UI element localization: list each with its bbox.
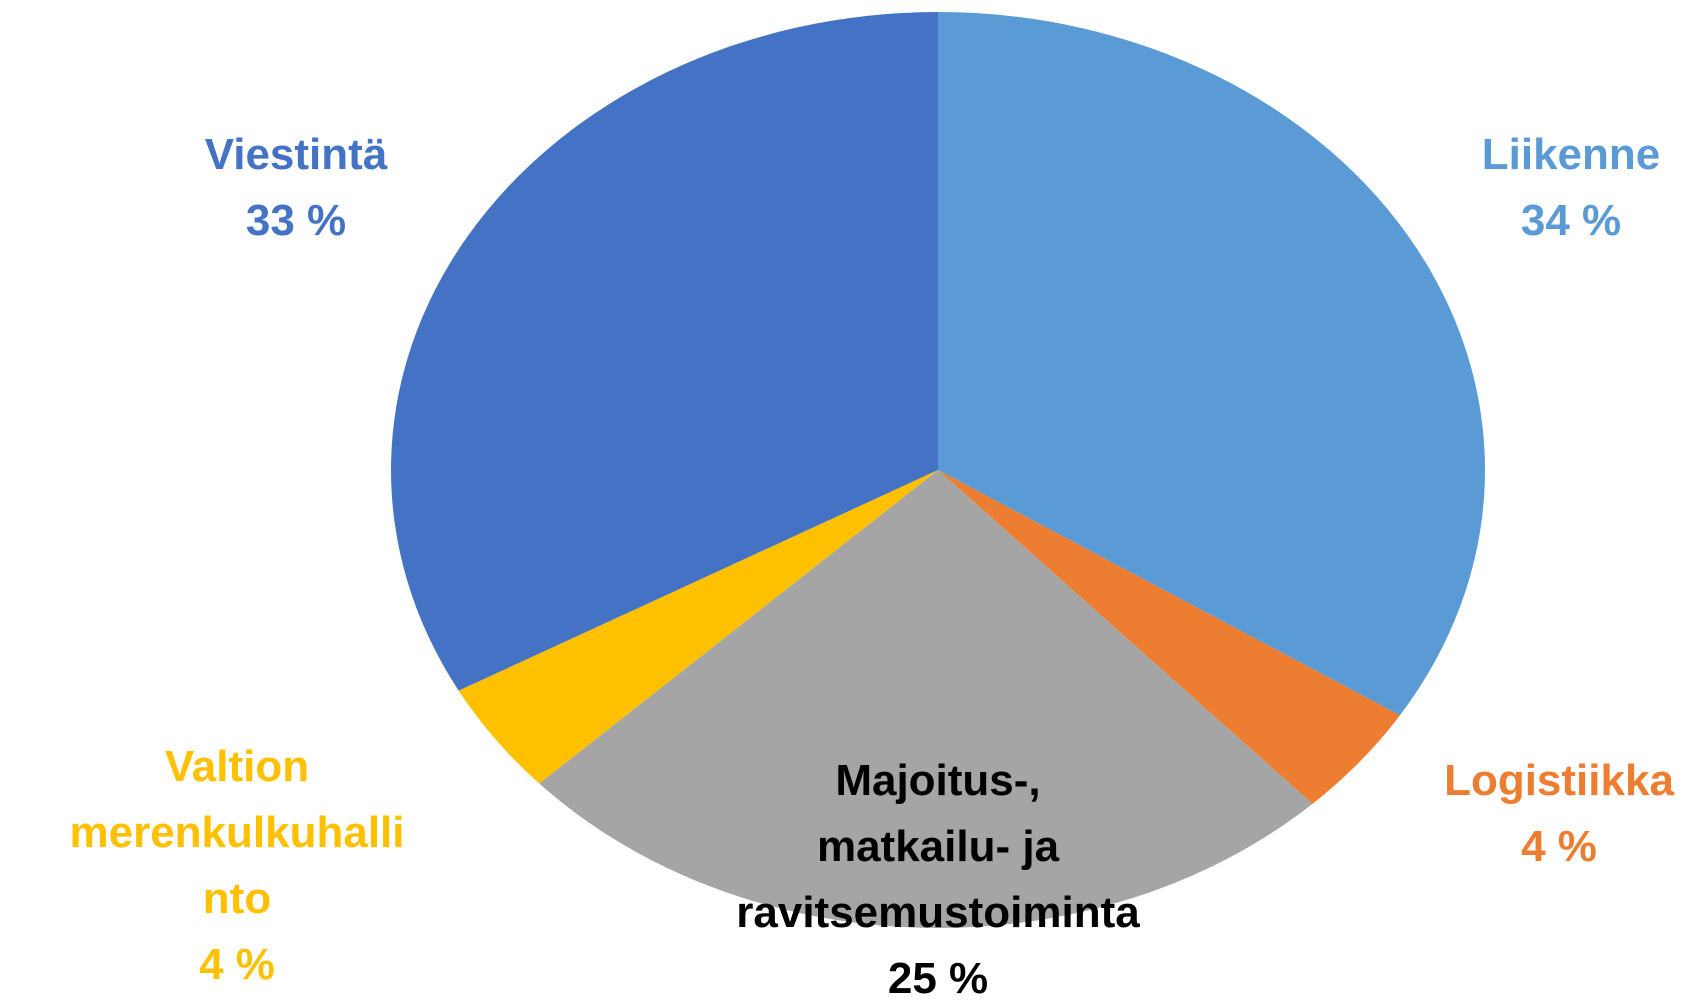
data-label: Logistiikka 4 % <box>1359 748 1704 880</box>
value-label: 33 % <box>245 196 347 245</box>
pie-slice <box>938 12 1485 716</box>
category-label: Liikenne <box>1481 130 1661 179</box>
category-label: Valtion merenkulkuhallinto <box>69 742 405 923</box>
value-label: 34 % <box>1520 196 1622 245</box>
data-label: Viestintä 33 % <box>96 122 496 254</box>
pie-slice <box>390 12 939 691</box>
value-label: 4 % <box>199 940 275 989</box>
pie-slice <box>938 470 1400 804</box>
data-label: Majoitus-, matkailu- ja ravitsemustoimin… <box>638 748 1238 1001</box>
data-label: Valtion merenkulkuhallinto 4 % <box>65 734 410 998</box>
data-label: Liikenne 34 % <box>1371 122 1704 254</box>
pie-slice <box>539 470 1313 928</box>
category-label: Majoitus-, matkailu- ja ravitsemustoimin… <box>736 756 1140 937</box>
category-label: Logistiikka <box>1444 756 1674 805</box>
pie-slice <box>458 470 938 784</box>
category-label: Viestintä <box>204 130 388 179</box>
value-label: 4 % <box>1521 822 1597 871</box>
value-label: 25 % <box>887 954 989 1001</box>
